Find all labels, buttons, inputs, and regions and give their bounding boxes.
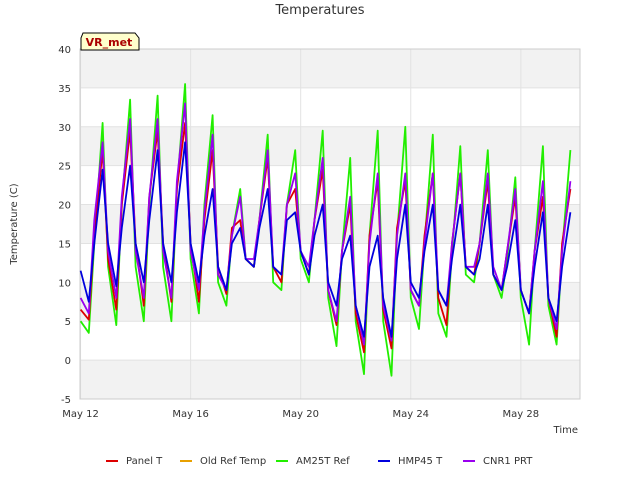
- legend-label: HMP45 T: [398, 456, 443, 467]
- band: [80, 49, 580, 88]
- y-tick-label: 5: [65, 317, 71, 328]
- y-tick-label: -5: [61, 395, 71, 406]
- y-tick-label: 15: [58, 239, 71, 250]
- station-badge: VR_met: [80, 32, 140, 51]
- y-axis: -5 0 5 10 15 20 25 30 35 40: [58, 45, 71, 406]
- y-axis-label: Temperature (C): [9, 183, 20, 265]
- legend-item: HMP45 T: [378, 456, 443, 467]
- x-axis: May 12 May 16 May 20 May 24 May 28: [62, 409, 539, 420]
- y-tick-label: 40: [58, 45, 71, 56]
- band: [80, 204, 580, 244]
- y-tick-label: 0: [65, 356, 71, 367]
- x-tick-label: May 12: [62, 409, 99, 420]
- y-tick-label: 20: [58, 201, 71, 212]
- series-line-hmp45-t: [79, 141, 572, 338]
- legend-item: AM25T Ref: [276, 456, 350, 467]
- chart-title: Temperatures: [274, 3, 364, 18]
- legend-label: Old Ref Temp: [200, 456, 266, 467]
- x-tick-label: May 24: [392, 409, 429, 420]
- y-tick-label: 35: [58, 84, 71, 95]
- band: [80, 360, 580, 399]
- station-badge-label: VR_met: [86, 36, 133, 49]
- legend: Panel T Old Ref Temp AM25T Ref HMP45 T CNR1 …: [106, 456, 533, 467]
- legend-item: CNR1 PRT: [463, 456, 533, 467]
- x-tick-label: May 28: [503, 409, 540, 420]
- legend-label: CNR1 PRT: [483, 456, 533, 467]
- y-tick-label: 10: [58, 278, 71, 289]
- x-tick-label: May 16: [172, 409, 209, 420]
- series-lines: [79, 83, 572, 377]
- band: [80, 126, 580, 166]
- legend-item: Panel T: [106, 456, 163, 467]
- x-axis-label: Time: [553, 425, 578, 436]
- y-tick-label: 30: [58, 123, 71, 134]
- x-tick-label: May 20: [282, 409, 319, 420]
- y-tick-label: 25: [58, 162, 71, 173]
- plot-area: [79, 48, 581, 400]
- legend-label: AM25T Ref: [296, 456, 350, 467]
- legend-label: Panel T: [126, 456, 163, 467]
- legend-item: Old Ref Temp: [180, 456, 266, 467]
- plot-background-bands: [80, 49, 580, 399]
